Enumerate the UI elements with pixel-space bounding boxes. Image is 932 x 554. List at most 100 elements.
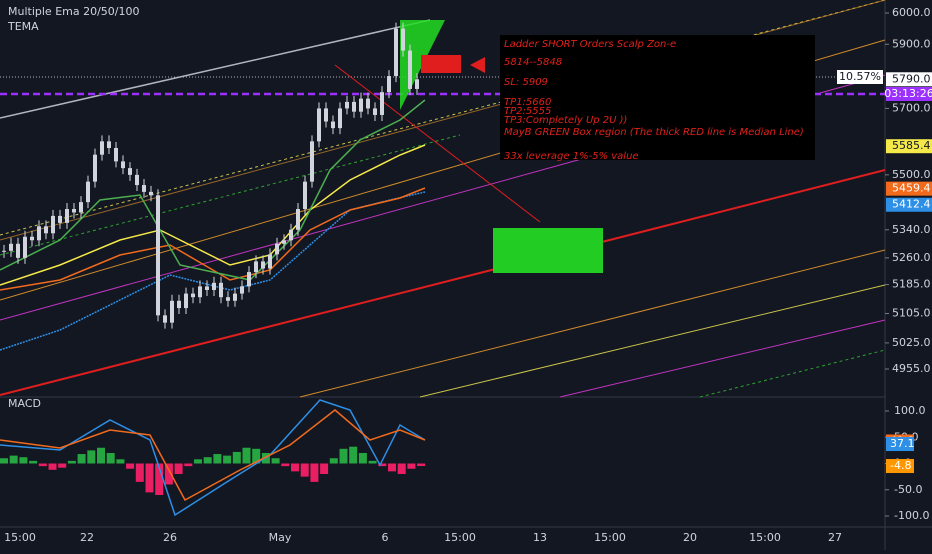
macd-bar (368, 460, 377, 464)
macd-bar (126, 463, 135, 469)
annotation-box (500, 35, 815, 160)
candle (107, 141, 111, 149)
macd-tick-label: -50.0 (894, 483, 922, 496)
macd-bar (184, 463, 193, 467)
candle (58, 215, 62, 223)
macd-bar (223, 455, 232, 464)
channels (0, 0, 886, 398)
macd-bar (358, 453, 367, 464)
change-tag (837, 70, 883, 84)
macd-bar (38, 463, 47, 467)
macd-bar (378, 463, 387, 467)
candle (198, 286, 202, 298)
x-label: 13 (533, 531, 547, 544)
macd-tag-label: 37.1 (890, 437, 915, 450)
candle (184, 293, 188, 309)
macd-bar (58, 463, 67, 468)
macd-tag (886, 437, 914, 452)
macd-bar (310, 463, 319, 482)
candle (51, 215, 55, 234)
candle (359, 98, 363, 112)
price-tag-label: 5459.4 (892, 182, 931, 195)
macd-bar (417, 463, 426, 467)
macd-bar (291, 463, 299, 472)
macd-bar (339, 448, 348, 464)
macd-bar (155, 463, 164, 495)
price-tick-label: 5185.0 (892, 278, 931, 291)
candle (9, 243, 13, 251)
price-tag-label: 5790.0 (892, 72, 931, 85)
arrow (470, 57, 485, 73)
candle (289, 229, 293, 241)
macd-bar (48, 463, 57, 470)
macd-bar (97, 447, 105, 464)
macd-bar (174, 463, 183, 474)
candle (212, 282, 216, 290)
candle (268, 254, 272, 269)
change-label: 10.57% (839, 70, 881, 83)
candle (366, 98, 370, 109)
candle (23, 236, 27, 258)
macd-bar (320, 463, 329, 474)
candle (338, 108, 342, 129)
candle (254, 261, 258, 273)
price-tick-label: 4955.0 (892, 362, 931, 375)
candle (247, 272, 251, 287)
candle (79, 202, 83, 213)
candle (205, 286, 209, 290)
macd-bar (164, 463, 173, 485)
x-label: 15:00 (749, 531, 781, 544)
candle (163, 315, 167, 323)
macd-bar (203, 457, 212, 464)
countdown-tag (886, 87, 932, 101)
macd-bar (29, 460, 38, 464)
green-box (493, 228, 603, 273)
annotation-line: 33x leverage 1%-5% value (504, 151, 639, 162)
annotation-line: TP3:Completely Up 2U )) (504, 115, 627, 126)
price-tick-label: 5105.0 (892, 307, 931, 320)
macd-bar (407, 463, 416, 469)
candle (16, 243, 20, 258)
candle (65, 209, 69, 223)
candle (233, 293, 237, 301)
price-tag (886, 72, 932, 87)
candle (394, 28, 398, 77)
candle (93, 154, 97, 182)
macd-bar (9, 455, 18, 464)
candle (37, 226, 41, 241)
indicator-label: Multiple Ema 20/50/100 (8, 5, 140, 18)
candle (352, 101, 356, 112)
price-tick-label: 5340.0 (892, 223, 931, 236)
candle (170, 300, 174, 323)
macd-bar (135, 463, 144, 482)
macd-bar (87, 450, 96, 464)
candle (310, 141, 314, 182)
price-tick-label: 5025.0 (892, 336, 931, 349)
annotation-line: Ladder SHORT Orders Scalp Zon-e (504, 39, 676, 50)
macd-bar (242, 447, 251, 464)
price-tag (886, 181, 932, 196)
price-tick-label: 5260.0 (892, 251, 931, 264)
candle (135, 174, 139, 186)
price-tick-label: 6000.0 (892, 6, 931, 19)
candle (100, 141, 104, 155)
price-tick-label: 5900.0 (892, 37, 931, 50)
candle (226, 297, 230, 301)
macd-bar (271, 458, 280, 464)
candle (30, 236, 34, 241)
macd-tick-label: -100.0 (894, 509, 929, 522)
indicator-label: TEMA (7, 20, 39, 33)
price-tag-label: 5412.4 (892, 198, 931, 211)
annotation-line: TP1:5660 (504, 97, 551, 108)
annotation-line: SL: 5909 (504, 77, 548, 88)
macd-bar (116, 459, 125, 464)
macd-bar (232, 451, 241, 464)
candle (142, 185, 146, 192)
candle (331, 121, 335, 129)
candle (2, 250, 6, 252)
price-tag-label: 5585.4 (892, 139, 931, 152)
candle (114, 148, 118, 162)
macd-bar (77, 454, 86, 464)
macd-bar (349, 446, 358, 464)
